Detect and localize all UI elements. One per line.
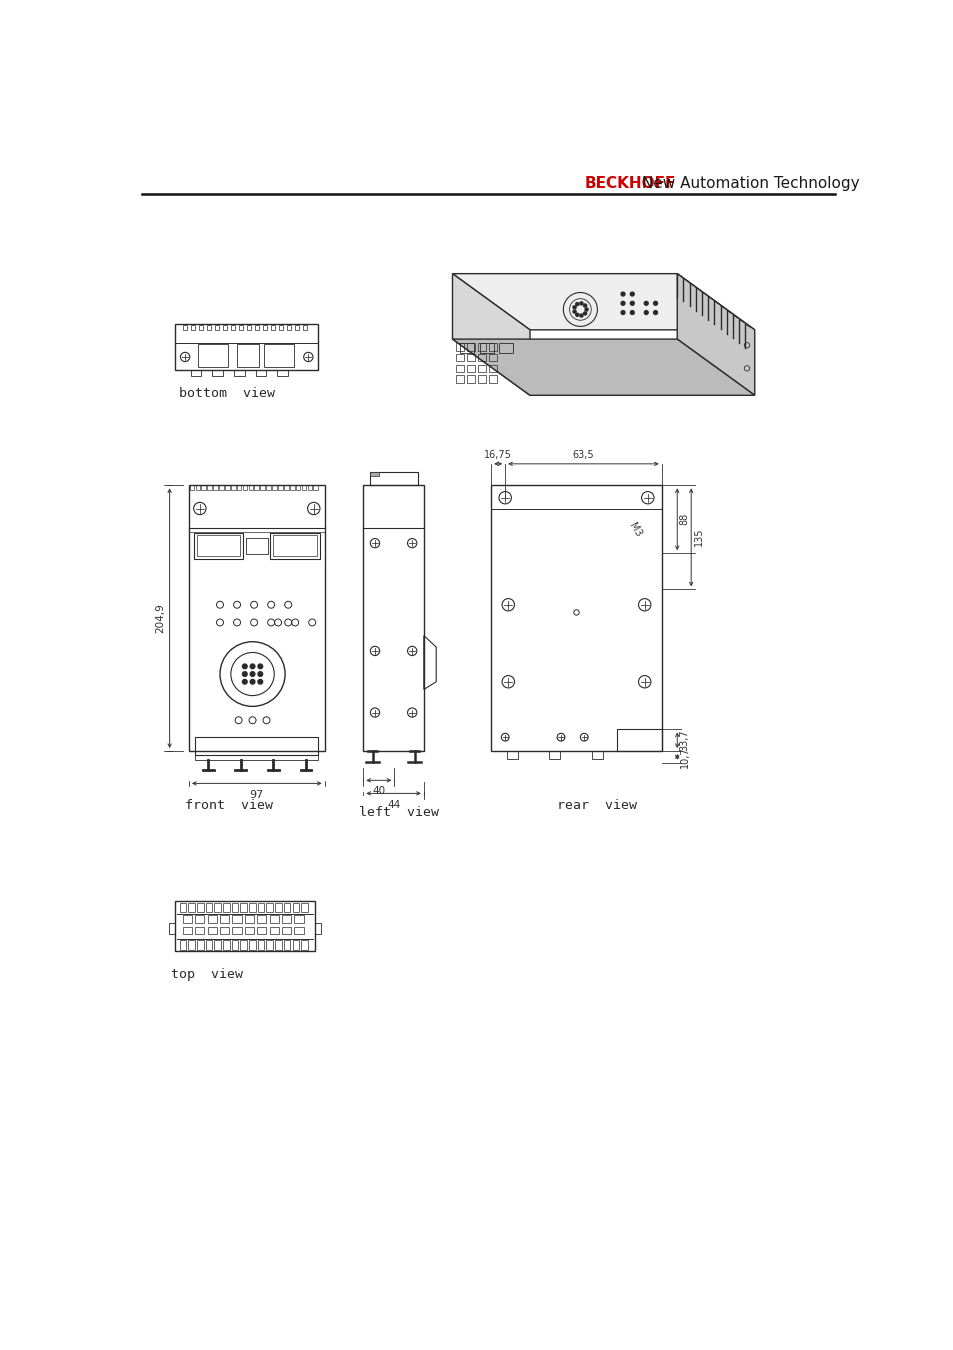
Text: 16,75: 16,75 — [484, 450, 512, 460]
Text: 40: 40 — [372, 787, 385, 796]
Text: bottom  view: bottom view — [179, 387, 274, 400]
Circle shape — [643, 310, 647, 315]
Circle shape — [573, 306, 576, 309]
Text: left  view: left view — [359, 806, 439, 819]
Polygon shape — [452, 339, 754, 396]
Polygon shape — [369, 471, 378, 477]
Circle shape — [584, 308, 587, 310]
Text: 33,7: 33,7 — [679, 729, 689, 751]
Text: 135: 135 — [693, 528, 702, 547]
Circle shape — [575, 302, 578, 305]
Text: 63,5: 63,5 — [572, 450, 594, 460]
Circle shape — [257, 679, 262, 684]
Circle shape — [575, 313, 578, 316]
Circle shape — [257, 672, 262, 676]
Circle shape — [630, 310, 634, 315]
Circle shape — [242, 679, 247, 684]
Circle shape — [620, 301, 624, 305]
Circle shape — [620, 310, 624, 315]
Polygon shape — [677, 274, 754, 396]
Circle shape — [583, 312, 586, 315]
Circle shape — [653, 301, 657, 305]
Text: front  view: front view — [185, 799, 273, 811]
Circle shape — [250, 679, 254, 684]
Circle shape — [579, 315, 582, 317]
Text: M3: M3 — [626, 521, 642, 539]
Circle shape — [630, 292, 634, 296]
Text: 10,7: 10,7 — [679, 747, 689, 768]
Text: rear  view: rear view — [557, 799, 637, 811]
Polygon shape — [452, 274, 530, 396]
Circle shape — [257, 664, 262, 668]
Text: New Automation Technology: New Automation Technology — [637, 176, 859, 192]
Polygon shape — [452, 274, 754, 329]
Text: 204,9: 204,9 — [155, 603, 166, 633]
Text: BECKHOFF: BECKHOFF — [583, 176, 675, 192]
Circle shape — [573, 310, 576, 313]
Circle shape — [242, 672, 247, 676]
Circle shape — [583, 304, 586, 306]
Text: 97: 97 — [250, 790, 264, 799]
Circle shape — [643, 301, 647, 305]
Circle shape — [250, 664, 254, 668]
Circle shape — [620, 292, 624, 296]
Circle shape — [579, 302, 582, 305]
Circle shape — [242, 664, 247, 668]
Circle shape — [630, 301, 634, 305]
Text: top  view: top view — [171, 968, 243, 981]
Circle shape — [250, 672, 254, 676]
Text: 44: 44 — [387, 799, 400, 810]
Text: 88: 88 — [679, 513, 689, 525]
Circle shape — [653, 310, 657, 315]
